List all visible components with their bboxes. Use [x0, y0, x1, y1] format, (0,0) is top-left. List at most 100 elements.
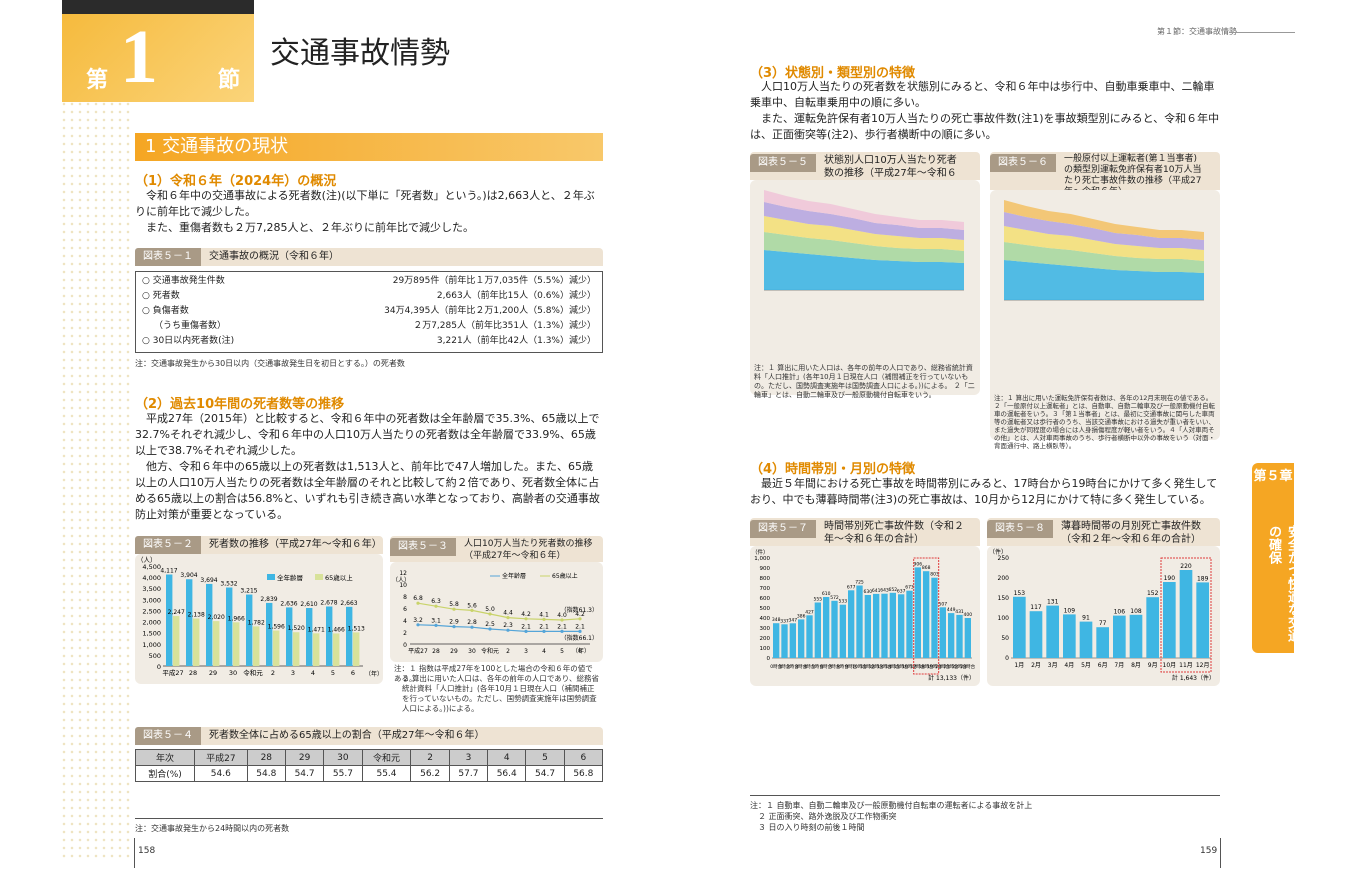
data-label: 4.2	[575, 611, 585, 618]
data-label: 677	[847, 584, 856, 590]
fig1-row: ○ 負傷者数 34万4,395人（前年比２万1,200人（5.8%）減少）	[136, 304, 602, 319]
y-tick-label: 900	[760, 566, 771, 572]
y-tick-label: 12	[399, 570, 407, 577]
data-point	[578, 629, 582, 633]
s1-heading: （1）令和６年（2024年）の概況	[135, 174, 337, 189]
data-point	[470, 608, 474, 612]
data-point	[452, 607, 456, 611]
data-label: 5.0	[485, 606, 495, 613]
y-tick-label: 1,000	[142, 641, 161, 649]
fig5-note: 注：１ 算出に用いた人口は、各年の前年の人口であり、総務省統計資料「人口推計」(…	[754, 364, 975, 399]
stacked-area	[764, 202, 964, 240]
left-page: 第 1 節 交通事故情勢 1 交通事故の現状 （1）令和６年（2024年）の概況…	[0, 0, 677, 869]
data-label-all: 4,117	[160, 568, 177, 575]
data-label: 643	[880, 588, 889, 594]
bar-month	[1163, 582, 1176, 658]
dot-pattern	[60, 100, 130, 860]
data-label-all: 3,215	[240, 588, 257, 595]
bar-all-ages	[206, 583, 213, 666]
data-label: 507	[939, 601, 948, 607]
bar-month	[1029, 611, 1043, 658]
x-tick-label: 11時台	[860, 663, 875, 670]
data-label: 131	[1047, 599, 1059, 606]
x-tick-label: 3	[291, 669, 295, 677]
bar-hour	[806, 615, 813, 658]
x-tick-label: 11月	[1179, 662, 1193, 669]
bar-hour	[939, 607, 946, 658]
data-label-65: 1,966	[228, 615, 245, 622]
x-tick-label: 29	[450, 648, 458, 655]
y-tick-label: 400	[760, 616, 771, 622]
table-cell: 6	[563, 749, 604, 766]
fig5-chart-bg	[750, 180, 980, 395]
s2-p2: 他方、令和６年中の65歳以上の死者数は1,513人と、前年比で47人増加した。ま…	[135, 460, 600, 521]
data-label: 803	[930, 572, 939, 578]
x-tick-label: 23時台	[960, 663, 975, 670]
stacked-area	[1004, 200, 1204, 240]
stacked-area	[1004, 260, 1204, 300]
bar-hour	[923, 571, 930, 658]
bar-month	[1196, 582, 1209, 658]
x-tick-label: 8時台	[837, 663, 849, 670]
data-point	[470, 625, 474, 629]
bar-hour	[773, 623, 780, 658]
bar-65-plus	[193, 618, 200, 666]
data-label: 725	[855, 580, 864, 586]
x-tick-label: 1時台	[779, 663, 791, 670]
fig7-label: 図表５－７ 時間帯別死亡事故件数（令和２年～令和６年の合計）	[750, 518, 980, 546]
data-label-all: 3,904	[180, 572, 197, 579]
s4-p1: 最近５年間における死亡事故を時間帯別にみると、17時台から19時台にかけて多く発…	[750, 477, 1218, 506]
x-tick-label: 令和元	[243, 668, 263, 677]
bar-month	[1096, 627, 1109, 658]
data-label: 2.9	[449, 619, 459, 626]
y-tick-label: 200	[760, 636, 771, 642]
table-row: 年次 平成27 28 29 30 令和元 2 3 4 5 6	[135, 749, 604, 766]
bar-65-plus	[353, 632, 360, 666]
bar-hour	[789, 623, 796, 658]
x-tick-label: 29	[209, 669, 217, 677]
x-tick-label: 平成27	[408, 647, 428, 655]
data-point	[560, 629, 564, 633]
total-label: 計 1,643（件）	[1172, 674, 1215, 682]
y-tick-label: 200	[998, 575, 1010, 582]
data-label: 2.8	[467, 619, 477, 626]
x-tick-label: 3時台	[795, 663, 807, 670]
fig4-table: 年次 平成27 28 29 30 令和元 2 3 4 5 6 割合(%) 54.6 54.8 54.7 55.…	[135, 749, 604, 782]
right-note-1: 注：１ 自動車、自動二輪車及び一般原動機付自転車の運転者による事故を計上	[750, 801, 1033, 810]
data-point	[506, 628, 510, 632]
data-label: 348	[772, 617, 781, 623]
left-footnote: 注：交通事故発生から24時間以内の死者数	[135, 824, 290, 833]
legend-65: 65歳以上	[325, 573, 353, 582]
s1-p1: 令和６年中の交通事故による死者数(注)(以下単に「死者数」という。)は2,663…	[135, 189, 595, 218]
x-tick-label: 2	[271, 669, 275, 677]
data-label-65: 1,513	[348, 625, 365, 632]
bar-all-ages	[246, 594, 253, 666]
table-cell: 54.8	[246, 765, 286, 782]
data-label: 431	[955, 609, 964, 615]
y-unit: （件）	[752, 548, 769, 556]
y-tick-label: 800	[760, 576, 771, 582]
table-cell: 2	[410, 749, 450, 766]
fig3-note-2: ２ 算出に用いた人口は、各年の前年の人口であり、総務省統計資料「人口推計」(各年…	[402, 674, 600, 713]
bar-all-ages	[186, 579, 193, 666]
chapter-tab: 第５章 安全かつ快適な交通の確保	[1252, 463, 1300, 653]
chapter-title: 安全かつ快適な交通の確保	[1266, 525, 1300, 642]
data-label-all: 3,532	[220, 581, 237, 588]
page-number-left: 158	[138, 846, 156, 856]
data-point	[416, 623, 420, 627]
s3-heading: （3）状態別・類型別の特徴	[750, 66, 916, 81]
data-point	[416, 601, 420, 605]
data-label: 449	[947, 607, 956, 613]
x-tick-label: 15時台	[894, 663, 909, 670]
x-tick-label: 5時台	[812, 663, 824, 670]
data-label: 189	[1197, 575, 1209, 582]
bar-hour	[873, 593, 880, 658]
table-cell: 5	[525, 749, 565, 766]
fig3-chart-bg: 0 2 4 6 8 10 12 （人） 3.2 3.1 2.9 2.8 2.5 2.3 2.1 2.1 2.1 2…	[390, 562, 603, 662]
data-point	[488, 612, 492, 616]
x-tick-label: 2月	[1031, 662, 1041, 669]
x-tick-label: 4月	[1064, 662, 1074, 669]
data-label-65: 1,471	[308, 626, 325, 633]
table-cell: 30	[323, 749, 363, 766]
table-cell: 55.7	[323, 765, 363, 782]
